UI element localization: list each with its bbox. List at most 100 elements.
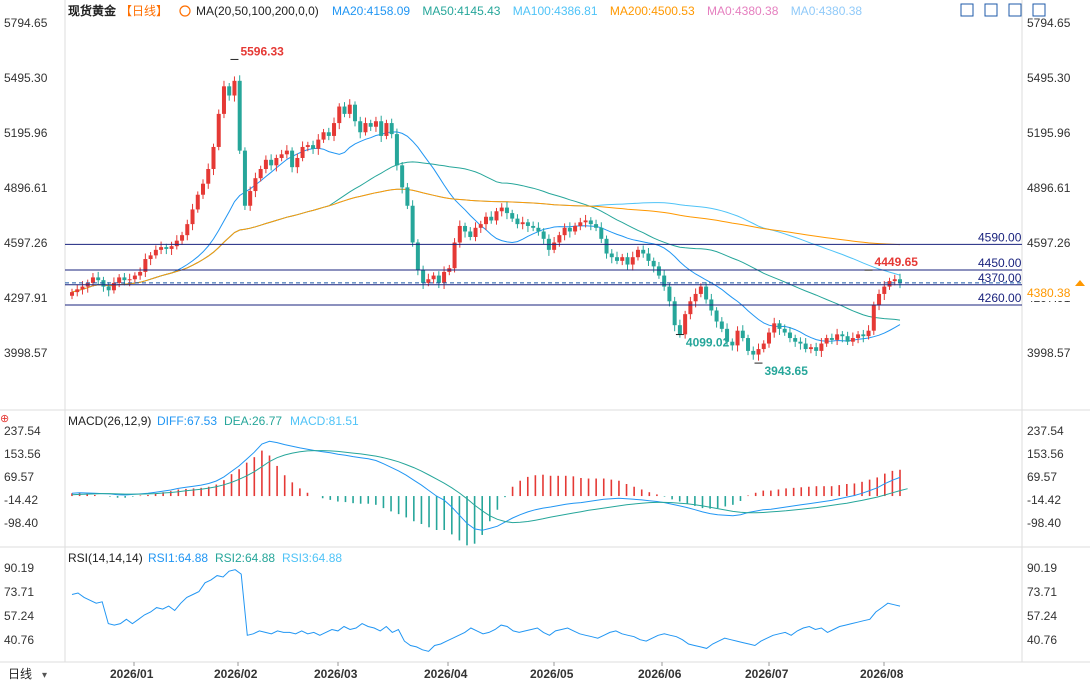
candle-body bbox=[693, 293, 698, 302]
candle-body bbox=[667, 286, 672, 302]
candle-body bbox=[185, 224, 190, 236]
rsi-title: RSI(14,14,14) bbox=[68, 551, 143, 565]
candle-body bbox=[898, 279, 902, 283]
rsi1-label: RSI1:64.88 bbox=[148, 551, 208, 565]
candle-body bbox=[311, 145, 316, 149]
rsi3-label: RSI3:64.88 bbox=[282, 551, 342, 565]
period-label[interactable]: 【日线】 bbox=[120, 4, 168, 18]
period-button-label[interactable]: 日线 bbox=[8, 667, 32, 681]
fullscreen-icon[interactable] bbox=[1032, 3, 1046, 17]
candle-body bbox=[861, 334, 866, 337]
ma-value-2: MA100:4386.81 bbox=[513, 4, 598, 18]
candle-body bbox=[489, 216, 494, 221]
candle-body bbox=[127, 279, 132, 281]
price-tick-right: 5195.96 bbox=[1027, 126, 1071, 140]
candle-body bbox=[143, 259, 148, 272]
x-tick-label: 2026/06 bbox=[638, 667, 682, 681]
candle-body bbox=[164, 247, 169, 249]
macd-tick-left: 153.56 bbox=[4, 447, 41, 461]
macd-tick-left: -98.40 bbox=[4, 516, 38, 530]
price-level-label: 4590.00 bbox=[978, 230, 1022, 244]
candle-body bbox=[132, 275, 137, 280]
current-price-tag bbox=[1023, 285, 1071, 301]
candle-body bbox=[70, 292, 74, 296]
candle-body bbox=[515, 218, 520, 225]
candle-body bbox=[656, 266, 661, 276]
candle-body bbox=[887, 281, 892, 287]
candle-body bbox=[426, 279, 431, 283]
macd-tick-right: 237.54 bbox=[1027, 424, 1064, 438]
candle-body bbox=[557, 235, 562, 243]
candle-body bbox=[478, 224, 483, 228]
macd-diff-line bbox=[71, 440, 901, 531]
price-annotations: 5596.33 4099.02 3943.65 4449.65 bbox=[230, 44, 918, 378]
candle-body bbox=[510, 213, 515, 219]
candle-body bbox=[300, 146, 305, 158]
x-tick-label: 2026/03 bbox=[314, 667, 358, 681]
candle-body bbox=[258, 169, 263, 179]
candle-body bbox=[373, 121, 378, 127]
macd-dea-line bbox=[71, 450, 908, 524]
candle-body bbox=[195, 194, 200, 210]
moving-average-lines bbox=[71, 131, 901, 342]
candle-body bbox=[620, 257, 625, 261]
candle-body bbox=[594, 224, 599, 228]
macd-axis-left: 237.54 153.56 69.57 -14.42 -98.40 bbox=[4, 424, 41, 530]
layout-icon[interactable] bbox=[960, 3, 974, 17]
candle-body bbox=[504, 207, 509, 214]
price-tick-left: 3998.57 bbox=[4, 346, 48, 360]
price-axis-left: 5794.65 5495.30 5195.96 4896.61 4597.26 4297.… bbox=[4, 16, 48, 360]
period-button[interactable] bbox=[0, 664, 65, 683]
candle-body bbox=[106, 286, 111, 291]
symbol-name: 现货黄金 bbox=[68, 3, 117, 18]
crosshair-icon[interactable] bbox=[1008, 3, 1022, 17]
x-tick-label: 2026/08 bbox=[860, 667, 904, 681]
candle-body bbox=[819, 343, 824, 351]
candle-body bbox=[688, 301, 693, 315]
macd-lines bbox=[71, 440, 908, 531]
candle-body bbox=[274, 157, 279, 166]
candle-body bbox=[415, 242, 420, 271]
candle-body bbox=[463, 225, 468, 232]
candle-body bbox=[232, 80, 237, 96]
candle-body bbox=[117, 277, 122, 283]
period-dropdown-icon[interactable]: ▾ bbox=[42, 670, 47, 681]
candle-body bbox=[751, 350, 756, 355]
macd-icon[interactable]: ⊕ bbox=[0, 413, 9, 425]
candle-body bbox=[221, 86, 226, 114]
candle-body bbox=[316, 139, 321, 149]
macd-diff-label: DIFF:67.53 bbox=[157, 414, 217, 428]
candle-body bbox=[541, 231, 546, 239]
macd-tick-right: 69.57 bbox=[1027, 470, 1057, 484]
candle-body bbox=[279, 154, 284, 158]
settings-icon[interactable] bbox=[179, 5, 191, 17]
candle-body bbox=[248, 191, 253, 206]
candle-body bbox=[578, 222, 583, 226]
candle-body bbox=[698, 286, 703, 294]
price-tick-right: 4597.26 bbox=[1027, 236, 1071, 250]
macd-axis-right: 237.54 153.56 69.57 -14.42 -98.40 bbox=[1027, 424, 1064, 530]
candle-body bbox=[552, 242, 557, 250]
ma20-line bbox=[71, 131, 901, 342]
grid-icon[interactable] bbox=[984, 3, 998, 17]
candle-body bbox=[567, 227, 572, 232]
rsi-axis-right: 90.19 73.71 57.24 40.76 bbox=[1027, 561, 1057, 647]
ma-values: MA20:4158.09 MA50:4145.43 MA100:4386.81 MA2… bbox=[332, 4, 862, 18]
rsi-tick-left: 73.71 bbox=[4, 585, 34, 599]
ma-value-3: MA200:4500.53 bbox=[610, 4, 695, 18]
rsi-tick-left: 90.19 bbox=[4, 561, 34, 575]
macd-title: MACD(26,12,9) bbox=[68, 414, 151, 428]
candle-body bbox=[536, 227, 541, 232]
candle-body bbox=[190, 209, 195, 225]
candle-body bbox=[263, 159, 268, 170]
candle-body bbox=[237, 80, 242, 151]
candle-body bbox=[337, 106, 342, 124]
candlesticks bbox=[70, 75, 902, 361]
candle-body bbox=[882, 286, 887, 294]
candle-body bbox=[725, 328, 730, 342]
candle-body bbox=[180, 235, 185, 241]
current-price-arrow-icon bbox=[1075, 280, 1085, 286]
macd-tick-right: 153.56 bbox=[1027, 447, 1064, 461]
